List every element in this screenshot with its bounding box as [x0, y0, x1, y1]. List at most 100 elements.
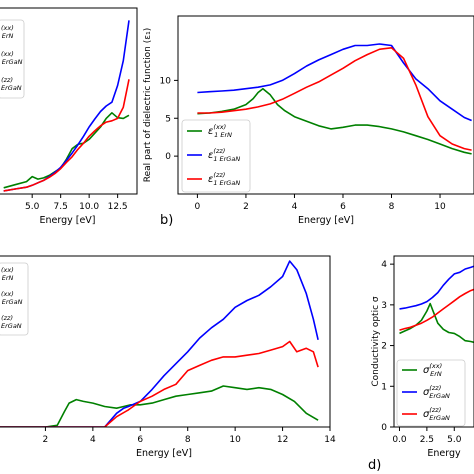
x-tick-label: 12.5 [108, 202, 128, 212]
y-tick-label: 1 [381, 382, 387, 392]
x-axis-label: Energy [eV] [136, 448, 192, 459]
legend-subscript: ErGaN [1, 84, 22, 92]
y-tick-label: 0 [165, 152, 171, 162]
legend-entry-2: (xx) ErGaN [1, 290, 23, 306]
x-tick-label: 2 [243, 202, 249, 212]
series-line-3 [0, 340, 319, 427]
legend-superscript: (zz) [1, 76, 13, 84]
series-line-1 [399, 302, 474, 344]
axes-frame [0, 255, 331, 428]
y-tick-label: 2 [381, 342, 387, 352]
x-tick-label: 6 [340, 202, 346, 212]
legend-subscript: 1 ErGaN [213, 179, 240, 187]
legend-superscript: (xx) [1, 290, 14, 298]
x-tick-label: 2.5 [420, 435, 434, 445]
x-tick-label: 12 [277, 435, 288, 445]
legend-subscript: ErGaN [429, 414, 450, 422]
series-line-1 [0, 385, 319, 427]
chart-panel-a: 5.0 7.5 10.0 12.5 Energy [eV] (xx) ErN (xx) ErGa… [0, 7, 138, 226]
x-tick-label: 10 [434, 202, 446, 212]
legend-symbol: ε [208, 126, 214, 137]
chart-panel-d: 0.0 2.5 5.0 0 1 2 3 4 Energy Conductivity optic σ… [368, 255, 474, 473]
legend-subscript: ErN [430, 370, 442, 378]
series-line-3 [399, 288, 474, 331]
x-tick-label: 5.0 [447, 435, 462, 445]
legend-entry-3: σ(zz) ErGaN [423, 406, 450, 422]
series-line-2 [197, 43, 472, 122]
x-tick-label: 4 [292, 202, 298, 212]
legend-superscript: (xx) [429, 362, 442, 370]
x-tick-label: 10 [229, 435, 241, 445]
legend-entry-1: σ(xx) ErN [423, 362, 442, 378]
y-tick-label: 0 [381, 423, 387, 433]
legend-entry-3: ε(zz) 1 ErGaN [208, 171, 240, 187]
y-axis-label: Real part of dielectric function (ε₁) [143, 28, 153, 183]
x-axis-label: Energy [eV] [39, 215, 95, 226]
y-tick-label: 5 [165, 114, 171, 124]
panel-label: b) [160, 213, 173, 228]
x-tick-label: 0 [195, 202, 201, 212]
x-tick-label: 0.0 [392, 435, 407, 445]
x-tick-label: 5.0 [25, 202, 40, 212]
legend-subscript: ErN [2, 274, 14, 282]
legend-symbol: ε [208, 150, 214, 161]
x-tick-label: 4 [90, 435, 96, 445]
legend-box [0, 19, 25, 99]
x-tick-label: 10.0 [79, 202, 99, 212]
legend-subscript: 1 ErGaN [213, 155, 240, 163]
legend-entry-2: ε(zz) 1 ErGaN [208, 147, 240, 163]
series-line-2 [0, 260, 319, 427]
legend-box [396, 359, 466, 427]
legend-symbol: ε [208, 174, 214, 185]
y-tick-label: 4 [381, 260, 387, 270]
legend-symbol: σ [423, 409, 430, 420]
legend-subscript: ErGaN [429, 392, 450, 400]
legend-box [181, 119, 251, 193]
series-line-3 [197, 47, 472, 151]
legend-box [0, 262, 29, 336]
legend-superscript: (zz) [1, 314, 13, 322]
legend-entry-2: σ(zz) ErGaN [423, 384, 450, 400]
plot-area [0, 260, 319, 427]
series-line-1 [3, 112, 130, 189]
legend-entry-3: (zz) ErGaN [1, 314, 22, 330]
legend-entry-1: (xx) ErN [1, 24, 14, 40]
axes-frame [393, 255, 474, 428]
chart-panel-b: 0 2 4 6 8 10 0 5 10 Energy [eV] Real part of diele… [143, 15, 474, 228]
legend: (xx) ErN (xx) ErGaN (zz) ErGaN [0, 19, 25, 99]
axes-frame [177, 15, 474, 195]
legend-entry-3: (zz) ErGaN [1, 76, 22, 92]
legend: (xx) ErN(xx) ErGaN(zz) ErGaN [0, 262, 29, 336]
legend-superscript: (zz) [429, 406, 441, 414]
plot-area [197, 43, 472, 155]
x-tick-label: 8 [185, 435, 191, 445]
y-axis-label: Conductivity optic σ [371, 296, 381, 386]
x-tick-label: 6 [137, 435, 143, 445]
series-line-2 [399, 265, 474, 310]
legend-entry-1: ε(xx) 1 ErN [208, 123, 232, 139]
legend-superscript: (xx) [213, 123, 226, 131]
x-tick-label: 8 [389, 202, 395, 212]
y-tick-label: 3 [381, 301, 387, 311]
legend-entry-1: (xx) ErN [1, 266, 14, 282]
series-line-3 [3, 79, 130, 192]
plot-area [3, 20, 130, 192]
legend-superscript: (zz) [213, 171, 225, 179]
x-axis-label: Energy [427, 448, 461, 459]
series-line-1 [197, 87, 472, 155]
x-tick-label: 7.5 [53, 202, 67, 212]
legend-entry-2: (xx) ErGaN [1, 50, 23, 66]
x-axis-label: Energy [eV] [298, 215, 354, 226]
y-tick-label: 10 [160, 76, 172, 86]
axes-frame [0, 7, 138, 195]
x-tick-label: 14 [324, 435, 336, 445]
panel-label: d) [368, 458, 381, 473]
plot-area [399, 265, 474, 344]
legend-symbol: σ [423, 387, 430, 398]
legend-superscript: (zz) [429, 384, 441, 392]
legend-symbol: σ [423, 365, 430, 376]
